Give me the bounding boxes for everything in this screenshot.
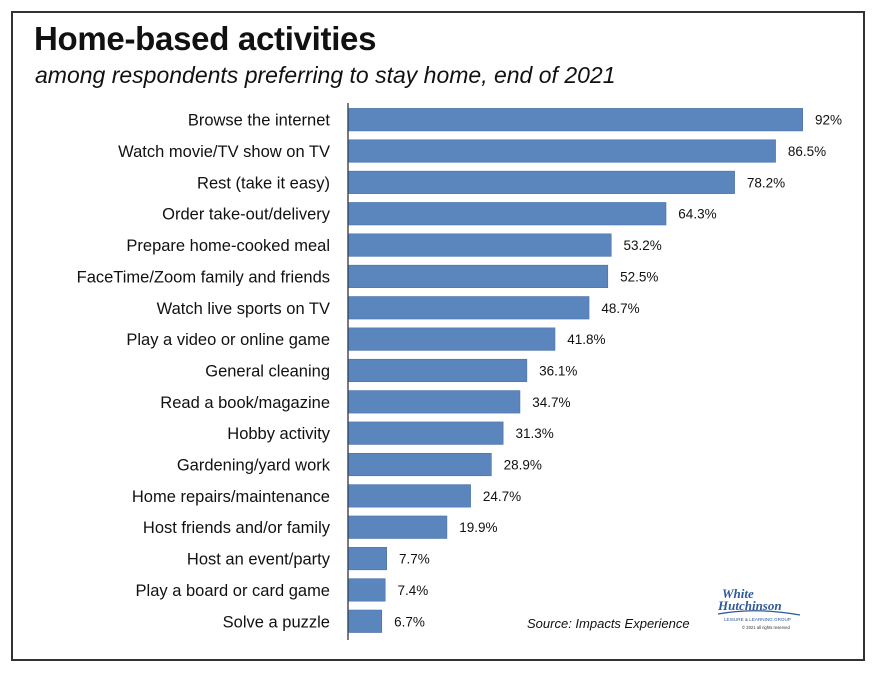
category-label: Home repairs/maintenance xyxy=(132,488,330,506)
value-label: 86.5% xyxy=(788,144,826,159)
bar xyxy=(348,547,387,571)
category-label: Host an event/party xyxy=(187,551,331,569)
logo-line2: Hutchinson xyxy=(717,598,782,613)
bar xyxy=(348,578,386,602)
logo-line1: White xyxy=(722,586,754,601)
category-label: Play a video or online game xyxy=(126,331,330,349)
value-label: 31.3% xyxy=(515,426,553,441)
bar xyxy=(348,327,556,351)
value-label: 78.2% xyxy=(747,175,785,190)
value-label: 7.7% xyxy=(399,552,430,567)
bar xyxy=(348,233,612,257)
bar xyxy=(348,170,735,194)
bar xyxy=(348,421,504,445)
chart-subtitle: among respondents preferring to stay hom… xyxy=(35,62,616,88)
bar xyxy=(348,484,471,508)
value-label: 34.7% xyxy=(532,395,570,410)
value-label: 19.9% xyxy=(459,520,497,535)
category-label: General cleaning xyxy=(205,362,330,380)
category-label: Rest (take it easy) xyxy=(197,174,330,192)
value-label: 64.3% xyxy=(678,207,716,222)
logo-copyright: © 2021 all rights reserved xyxy=(742,625,790,630)
source-note: Source: Impacts Experience xyxy=(527,616,690,631)
category-label: FaceTime/Zoom family and friends xyxy=(77,268,330,286)
bar xyxy=(348,139,776,163)
white-hutchinson-logo: White Hutchinson LEISURE & LEARNING GROU… xyxy=(717,586,801,630)
bar xyxy=(348,264,609,288)
category-label: Prepare home-cooked meal xyxy=(126,237,330,255)
category-label: Play a board or card game xyxy=(136,582,330,600)
value-label: 48.7% xyxy=(601,301,639,316)
category-label: Read a book/magazine xyxy=(160,394,330,412)
logo-tagline: LEISURE & LEARNING GROUP xyxy=(724,617,791,622)
bar xyxy=(348,296,590,320)
bar xyxy=(348,108,804,132)
value-label: 53.2% xyxy=(624,238,662,253)
category-label: Order take-out/delivery xyxy=(162,206,331,224)
value-label: 92% xyxy=(815,113,842,128)
chart-title: Home-based activities xyxy=(34,20,377,57)
bar xyxy=(348,390,521,414)
category-label: Watch movie/TV show on TV xyxy=(118,143,330,161)
value-label: 36.1% xyxy=(539,363,577,378)
value-label: 41.8% xyxy=(567,332,605,347)
logo-swoosh xyxy=(717,610,801,616)
category-label: Host friends and/or family xyxy=(143,519,331,537)
category-label: Watch live sports on TV xyxy=(157,300,330,318)
value-label: 7.4% xyxy=(398,583,429,598)
bar xyxy=(348,452,492,477)
category-label: Solve a puzzle xyxy=(223,613,330,631)
category-label: Gardening/yard work xyxy=(177,457,331,475)
category-label: Hobby activity xyxy=(227,425,330,443)
value-label: 28.9% xyxy=(504,458,542,473)
value-label: 52.5% xyxy=(620,269,658,284)
bar xyxy=(348,358,528,383)
category-label: Browse the internet xyxy=(188,112,331,130)
bar xyxy=(348,515,448,539)
bar xyxy=(348,609,383,633)
bar xyxy=(348,202,667,226)
value-label: 24.7% xyxy=(483,489,521,504)
value-label: 6.7% xyxy=(394,614,425,629)
